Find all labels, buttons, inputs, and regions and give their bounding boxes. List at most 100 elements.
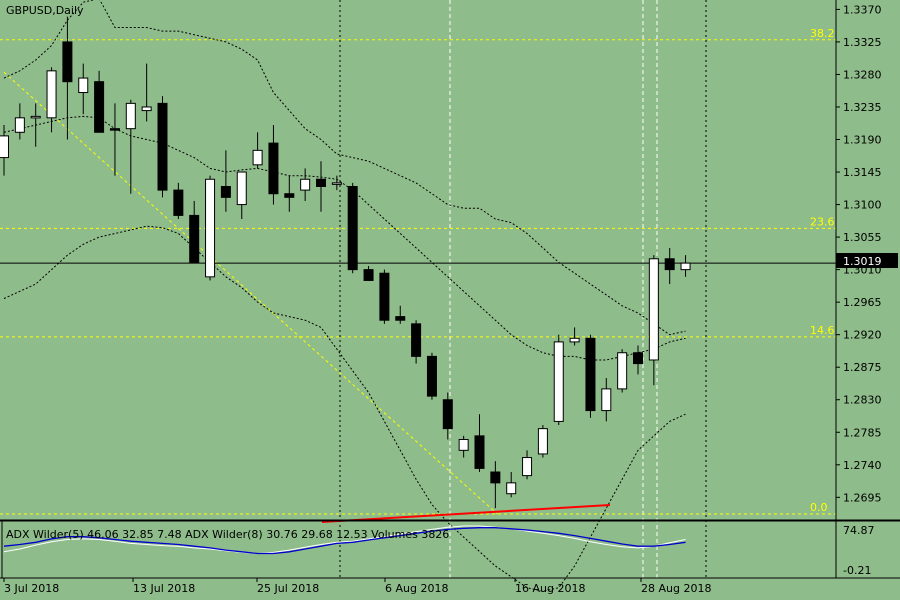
candle-body-bear xyxy=(442,399,453,430)
candle[interactable] xyxy=(157,96,168,198)
candle-body-bear xyxy=(490,471,501,484)
candle[interactable] xyxy=(537,425,548,458)
candle-body-bull xyxy=(648,258,659,361)
candle[interactable] xyxy=(680,255,691,277)
candle[interactable] xyxy=(490,461,501,509)
candle-body-bull xyxy=(236,171,247,206)
frame-layer xyxy=(0,0,900,579)
candle[interactable] xyxy=(522,450,533,480)
candle[interactable] xyxy=(411,320,422,364)
candle-body-bear xyxy=(173,189,184,216)
candle-body-bull xyxy=(0,135,9,159)
candle[interactable] xyxy=(46,67,57,133)
candle-body-bull xyxy=(601,388,612,412)
bollinger-lower-line xyxy=(3,225,686,592)
candle-body-bear xyxy=(395,316,406,321)
candle-body-bull xyxy=(46,70,57,119)
candle[interactable] xyxy=(601,378,612,422)
candle[interactable] xyxy=(585,334,596,418)
candle[interactable] xyxy=(78,63,89,115)
moving-average-line xyxy=(3,115,686,361)
candle[interactable] xyxy=(347,182,358,274)
candle[interactable] xyxy=(633,345,643,375)
candles-layer xyxy=(0,16,691,509)
candle-body-bear xyxy=(109,128,120,131)
candle-body-bull xyxy=(141,106,152,112)
candle[interactable] xyxy=(0,125,9,176)
candle-body-bull xyxy=(78,77,89,94)
x-tick-label: 25 Jul 2018 xyxy=(257,582,319,595)
candle[interactable] xyxy=(395,305,406,324)
candle[interactable] xyxy=(426,352,437,400)
candle[interactable] xyxy=(316,161,326,212)
candle-body-bear xyxy=(268,142,279,195)
candle-body-bear xyxy=(189,214,200,263)
adx-main-line xyxy=(3,527,686,555)
candle[interactable] xyxy=(331,175,342,191)
candle-body-bull xyxy=(331,182,342,185)
candle-body-bear xyxy=(633,352,643,365)
candle[interactable] xyxy=(252,132,263,169)
candle-body-bear xyxy=(220,185,231,198)
candle[interactable] xyxy=(268,125,279,205)
candle[interactable] xyxy=(284,175,295,212)
y-tick-label: 1.3100 xyxy=(843,199,882,212)
candle[interactable] xyxy=(458,435,469,458)
candle[interactable] xyxy=(141,63,152,122)
bollinger-upper-line xyxy=(3,0,686,336)
candle[interactable] xyxy=(363,266,374,281)
x-tick-label: 3 Jul 2018 xyxy=(4,582,59,595)
candle[interactable] xyxy=(569,327,580,346)
y-tick-label: 1.3145 xyxy=(843,166,882,179)
candle[interactable] xyxy=(220,150,231,212)
candle[interactable] xyxy=(474,414,485,473)
candle-body-bear xyxy=(664,258,675,271)
candle-body-bull xyxy=(205,178,216,278)
candle[interactable] xyxy=(94,70,105,133)
candle-body-bull xyxy=(300,178,311,191)
candle[interactable] xyxy=(189,200,200,263)
adx-secondary-line xyxy=(3,525,686,555)
candle[interactable] xyxy=(30,103,41,147)
x-tick-label: 13 Jul 2018 xyxy=(133,582,195,595)
y-tick-label: 1.2740 xyxy=(843,459,882,472)
candle[interactable] xyxy=(617,349,628,393)
candle[interactable] xyxy=(173,182,184,220)
candle-body-bull xyxy=(30,115,41,119)
candle[interactable] xyxy=(125,99,136,194)
candle-body-bear xyxy=(379,272,390,321)
candle[interactable] xyxy=(236,171,247,220)
y-tick-label: 1.2965 xyxy=(843,296,882,309)
candle-body-bear xyxy=(62,41,73,83)
candle-body-bear xyxy=(94,81,105,133)
y-tick-label: 1.2875 xyxy=(843,361,882,374)
x-tick-label: 6 Aug 2018 xyxy=(385,582,448,595)
fib-level-label: 0.0 xyxy=(810,501,828,514)
candle-body-bull xyxy=(680,262,691,271)
candle[interactable] xyxy=(109,103,120,176)
candle[interactable] xyxy=(14,103,25,140)
candle[interactable] xyxy=(205,175,216,281)
candle-body-bull xyxy=(125,102,136,130)
candle[interactable] xyxy=(442,392,453,440)
candle-body-bear xyxy=(157,102,168,191)
candle[interactable] xyxy=(553,334,564,426)
candle[interactable] xyxy=(300,168,311,201)
x-tick-label: 16 Aug 2018 xyxy=(515,582,585,595)
candle-body-bear xyxy=(316,178,326,187)
symbol-label: GBPUSD,Daily xyxy=(6,4,84,17)
candle[interactable] xyxy=(62,16,73,140)
y-tick-label: 1.3280 xyxy=(843,68,882,81)
y-tick-label: 1.3055 xyxy=(843,231,882,244)
candle-body-bull xyxy=(553,341,564,422)
current-price-label: 1.3019 xyxy=(843,255,882,268)
candle[interactable] xyxy=(648,255,659,386)
candle[interactable] xyxy=(506,472,517,498)
candle-body-bull xyxy=(506,482,517,495)
candle[interactable] xyxy=(379,269,390,324)
candle-body-bull xyxy=(537,428,548,455)
candle[interactable] xyxy=(664,247,675,285)
axis-layer: 1.3370 1.3325 1.3280 1.3235 1.3190 1.3145 1.31… xyxy=(3,3,882,595)
